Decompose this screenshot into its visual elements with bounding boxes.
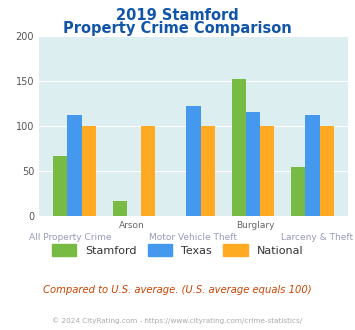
- Bar: [113, 201, 127, 216]
- Text: Larceny & Theft: Larceny & Theft: [281, 233, 353, 242]
- Bar: [231, 80, 246, 216]
- Text: Arson: Arson: [119, 221, 144, 230]
- Bar: [320, 126, 334, 216]
- Text: All Property Crime: All Property Crime: [29, 233, 111, 242]
- Bar: [53, 156, 67, 216]
- Text: © 2024 CityRating.com - https://www.cityrating.com/crime-statistics/: © 2024 CityRating.com - https://www.city…: [53, 317, 302, 324]
- Bar: [260, 126, 274, 216]
- Text: Property Crime Comparison: Property Crime Comparison: [63, 21, 292, 36]
- Bar: [305, 115, 320, 216]
- Bar: [82, 126, 96, 216]
- Bar: [291, 167, 305, 216]
- Bar: [67, 115, 82, 216]
- Legend: Stamford, Texas, National: Stamford, Texas, National: [48, 240, 307, 260]
- Text: Burglary: Burglary: [236, 221, 274, 230]
- Text: 2019 Stamford: 2019 Stamford: [116, 8, 239, 23]
- Text: Compared to U.S. average. (U.S. average equals 100): Compared to U.S. average. (U.S. average …: [43, 285, 312, 295]
- Bar: [186, 107, 201, 216]
- Bar: [201, 126, 215, 216]
- Text: Motor Vehicle Theft: Motor Vehicle Theft: [149, 233, 237, 242]
- Bar: [141, 126, 155, 216]
- Bar: [246, 112, 260, 216]
